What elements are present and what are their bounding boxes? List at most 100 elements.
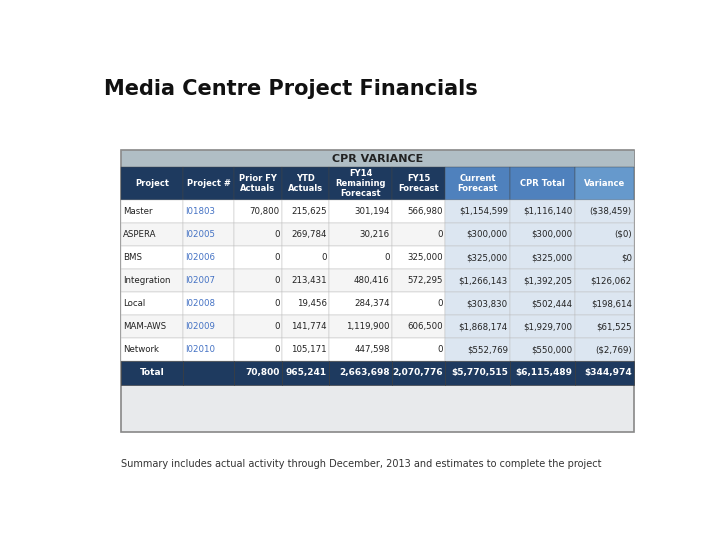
Text: I02005: I02005	[186, 230, 215, 239]
Bar	[282, 315, 329, 339]
Text: Network: Network	[123, 346, 159, 354]
Bar	[445, 315, 510, 339]
Text: MAM-AWS: MAM-AWS	[123, 322, 166, 332]
Bar	[575, 246, 634, 269]
Text: 566,980: 566,980	[408, 207, 443, 216]
Bar	[234, 361, 282, 384]
Text: I02007: I02007	[186, 276, 215, 285]
Bar	[575, 167, 634, 200]
Bar	[234, 167, 282, 200]
Text: $1,154,599: $1,154,599	[459, 207, 508, 216]
Text: 572,295: 572,295	[408, 276, 443, 285]
Bar	[329, 339, 392, 361]
Text: 0: 0	[384, 253, 390, 262]
Text: $344,974: $344,974	[584, 368, 632, 377]
Text: 2,663,698: 2,663,698	[339, 368, 390, 377]
Bar	[445, 269, 510, 292]
Text: FY14
Remaining
Forecast: FY14 Remaining Forecast	[336, 169, 386, 198]
Bar	[121, 223, 184, 246]
Bar	[510, 361, 575, 384]
Text: 0: 0	[438, 299, 443, 308]
Text: $1,929,700: $1,929,700	[523, 322, 572, 332]
Text: $0: $0	[621, 253, 632, 262]
Bar	[392, 361, 445, 384]
Text: FY15
Forecast: FY15 Forecast	[398, 174, 438, 193]
Text: I02010: I02010	[186, 346, 215, 354]
Text: $303,830: $303,830	[467, 299, 508, 308]
Bar	[575, 361, 634, 384]
Text: $325,000: $325,000	[531, 253, 572, 262]
Text: 965,241: 965,241	[286, 368, 327, 377]
Text: $126,062: $126,062	[590, 276, 632, 285]
Bar	[510, 315, 575, 339]
Bar	[510, 246, 575, 269]
Text: 301,194: 301,194	[354, 207, 390, 216]
Bar	[445, 167, 510, 200]
Bar	[282, 292, 329, 315]
Bar	[392, 246, 445, 269]
Text: I02008: I02008	[186, 299, 215, 308]
Bar	[184, 246, 234, 269]
Text: $1,868,174: $1,868,174	[459, 322, 508, 332]
Text: 0: 0	[274, 253, 279, 262]
Text: ASPERA: ASPERA	[123, 230, 156, 239]
Bar	[184, 167, 234, 200]
Text: $61,525: $61,525	[596, 322, 632, 332]
Text: ($0): ($0)	[614, 230, 632, 239]
Bar	[510, 200, 575, 223]
Bar	[234, 269, 282, 292]
Bar	[329, 292, 392, 315]
Bar	[282, 200, 329, 223]
Bar	[510, 292, 575, 315]
Bar	[445, 339, 510, 361]
Text: Media Centre Project Financials: Media Centre Project Financials	[104, 79, 477, 99]
Text: Prior FY
Actuals: Prior FY Actuals	[239, 174, 277, 193]
Bar	[121, 315, 184, 339]
Text: $552,769: $552,769	[467, 346, 508, 354]
Bar	[510, 167, 575, 200]
Bar	[121, 269, 184, 292]
Text: 215,625: 215,625	[292, 207, 327, 216]
Text: 2,070,776: 2,070,776	[392, 368, 443, 377]
Text: I01803: I01803	[186, 207, 215, 216]
Bar	[184, 339, 234, 361]
Text: $300,000: $300,000	[467, 230, 508, 239]
Text: 213,431: 213,431	[292, 276, 327, 285]
Text: BMS: BMS	[123, 253, 142, 262]
Bar	[121, 150, 634, 431]
Text: Summary includes actual activity through December, 2013 and estimates to complet: Summary includes actual activity through…	[121, 459, 601, 469]
Text: $325,000: $325,000	[467, 253, 508, 262]
Text: $6,115,489: $6,115,489	[516, 368, 572, 377]
Text: ($38,459): ($38,459)	[590, 207, 632, 216]
Text: 19,456: 19,456	[297, 299, 327, 308]
Bar	[445, 246, 510, 269]
Text: CPR Total: CPR Total	[520, 179, 565, 188]
Text: 0: 0	[322, 253, 327, 262]
Bar	[392, 167, 445, 200]
Bar	[329, 200, 392, 223]
Text: 0: 0	[274, 230, 279, 239]
Bar	[282, 269, 329, 292]
Text: $1,266,143: $1,266,143	[459, 276, 508, 285]
Bar	[575, 292, 634, 315]
Bar	[329, 223, 392, 246]
Text: $550,000: $550,000	[531, 346, 572, 354]
Bar	[392, 200, 445, 223]
Bar	[184, 200, 234, 223]
Text: 480,416: 480,416	[354, 276, 390, 285]
Text: ($2,769): ($2,769)	[595, 346, 632, 354]
Text: I02009: I02009	[186, 322, 215, 332]
Text: Integration: Integration	[123, 276, 171, 285]
Text: 0: 0	[274, 299, 279, 308]
Bar	[282, 223, 329, 246]
Bar	[392, 269, 445, 292]
Text: 325,000: 325,000	[408, 253, 443, 262]
Text: Project #: Project #	[186, 179, 230, 188]
Bar	[575, 339, 634, 361]
Bar	[445, 361, 510, 384]
Bar	[184, 315, 234, 339]
Bar	[121, 339, 184, 361]
Text: YTD
Actuals: YTD Actuals	[288, 174, 323, 193]
Bar	[445, 223, 510, 246]
Bar	[121, 246, 184, 269]
